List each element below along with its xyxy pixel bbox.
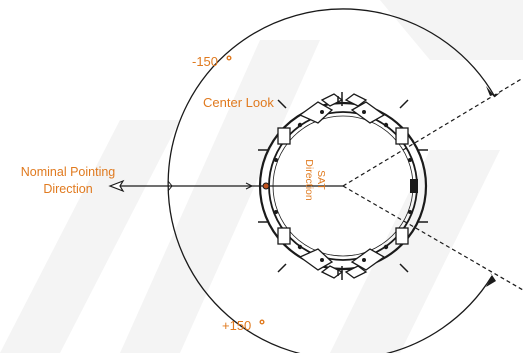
pivot-marker <box>262 182 270 190</box>
sat-direction-line2: Direction <box>303 159 315 201</box>
angle-label-minus: -150 <box>192 54 232 69</box>
arc-crossing-tick <box>167 180 173 192</box>
nominal-pointing-label-line1: Nominal Pointing <box>21 165 116 179</box>
angle-label-plus: +150 <box>222 318 265 333</box>
sat-direction-line1: SAT <box>315 170 327 190</box>
sat-direction-label: SAT Direction <box>303 159 327 201</box>
arc-arrowhead-bottom <box>486 272 496 287</box>
nominal-pointing-arrowhead <box>108 179 125 193</box>
center-look-label: Center Look <box>203 95 274 110</box>
minus-angle-text: -150 <box>192 54 218 69</box>
ring-bolts <box>274 110 418 262</box>
plus-angle-text: +150 <box>222 318 251 333</box>
ring-spokes <box>258 92 428 280</box>
nominal-pointing-label-line2: Direction <box>43 182 92 196</box>
ring-crossing-tick <box>245 182 254 190</box>
ring-hardware <box>277 93 409 279</box>
